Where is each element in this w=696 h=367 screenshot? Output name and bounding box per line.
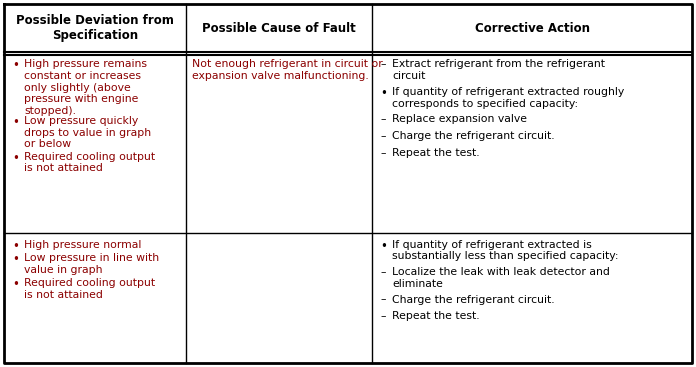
Text: –: – xyxy=(380,267,386,277)
Text: –: – xyxy=(380,311,386,321)
Text: –: – xyxy=(380,115,386,124)
Text: •: • xyxy=(12,240,19,253)
Text: Possible Cause of Fault: Possible Cause of Fault xyxy=(203,22,356,35)
Text: Charge the refrigerant circuit.: Charge the refrigerant circuit. xyxy=(392,131,555,141)
Text: –: – xyxy=(380,295,386,305)
Text: Possible Deviation from
Specification: Possible Deviation from Specification xyxy=(16,14,174,42)
Text: Corrective Action: Corrective Action xyxy=(475,22,590,35)
Text: Low pressure in line with
value in graph: Low pressure in line with value in graph xyxy=(24,254,159,275)
Text: Localize the leak with leak detector and
eliminate: Localize the leak with leak detector and… xyxy=(392,267,610,289)
Text: •: • xyxy=(12,254,19,266)
Text: –: – xyxy=(380,131,386,141)
Text: •: • xyxy=(12,59,19,72)
Text: •: • xyxy=(380,240,387,253)
Text: Extract refrigerant from the refrigerant
circuit: Extract refrigerant from the refrigerant… xyxy=(392,59,605,81)
Text: Repeat the test.: Repeat the test. xyxy=(392,311,480,321)
Text: Charge the refrigerant circuit.: Charge the refrigerant circuit. xyxy=(392,295,555,305)
Text: –: – xyxy=(380,59,386,69)
Text: Repeat the test.: Repeat the test. xyxy=(392,148,480,158)
Text: Replace expansion valve: Replace expansion valve xyxy=(392,115,527,124)
Text: If quantity of refrigerant extracted roughly
corresponds to specified capacity:: If quantity of refrigerant extracted rou… xyxy=(392,87,624,109)
Text: Required cooling output
is not attained: Required cooling output is not attained xyxy=(24,152,155,173)
Text: If quantity of refrigerant extracted is
substantially less than specified capaci: If quantity of refrigerant extracted is … xyxy=(392,240,619,261)
Text: •: • xyxy=(12,116,19,129)
Text: High pressure normal: High pressure normal xyxy=(24,240,141,250)
Text: High pressure remains
constant or increases
only slightly (above
pressure with e: High pressure remains constant or increa… xyxy=(24,59,147,116)
Text: Required cooling output
is not attained: Required cooling output is not attained xyxy=(24,278,155,299)
Text: •: • xyxy=(380,87,387,100)
Text: •: • xyxy=(12,278,19,291)
Text: Not enough refrigerant in circuit or
expansion valve malfunctioning.: Not enough refrigerant in circuit or exp… xyxy=(192,59,383,81)
Text: Low pressure quickly
drops to value in graph
or below: Low pressure quickly drops to value in g… xyxy=(24,116,151,149)
Text: •: • xyxy=(12,152,19,164)
Text: –: – xyxy=(380,148,386,158)
